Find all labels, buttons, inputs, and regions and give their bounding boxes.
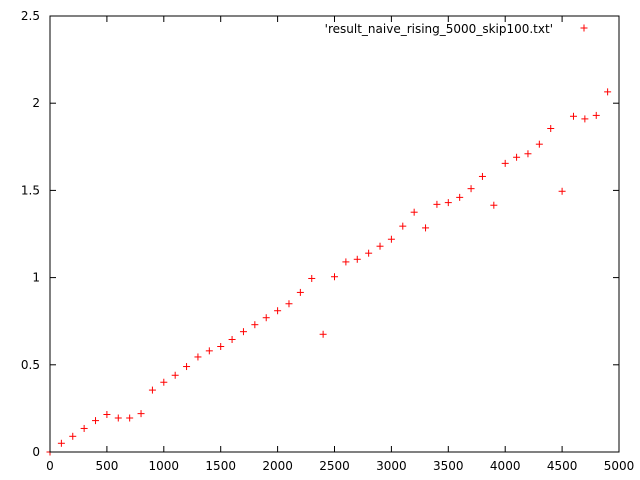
y-tick-label: 2.5 xyxy=(21,9,40,23)
data-point xyxy=(467,185,475,193)
data-point xyxy=(137,410,145,418)
data-point xyxy=(581,115,589,123)
data-point xyxy=(171,371,179,379)
data-point xyxy=(569,112,577,120)
legend-label: 'result_naive_rising_5000_skip100.txt' xyxy=(325,22,553,36)
y-tick-label: 0.5 xyxy=(21,358,40,372)
y-tick-label: 2 xyxy=(32,96,40,110)
data-point xyxy=(433,200,441,208)
data-point xyxy=(148,386,156,394)
data-point xyxy=(444,199,452,207)
data-point xyxy=(308,274,316,282)
data-point xyxy=(376,242,384,250)
data-point xyxy=(490,201,498,209)
legend: 'result_naive_rising_5000_skip100.txt' xyxy=(325,22,588,36)
data-point xyxy=(228,336,236,344)
data-point xyxy=(604,88,612,96)
data-point xyxy=(535,140,543,148)
x-tick-label: 1500 xyxy=(205,459,236,473)
data-point xyxy=(194,353,202,361)
y-tick-label: 0 xyxy=(32,445,40,459)
x-tick-label: 2500 xyxy=(319,459,350,473)
data-point xyxy=(160,378,168,386)
data-point xyxy=(274,307,282,315)
legend-plus-marker xyxy=(580,24,588,32)
data-point xyxy=(126,414,134,422)
data-point xyxy=(183,363,191,371)
data-point xyxy=(353,255,361,263)
data-point xyxy=(342,258,350,266)
data-point xyxy=(114,414,122,422)
data-point xyxy=(285,300,293,308)
x-tick-label: 3500 xyxy=(433,459,464,473)
data-point xyxy=(239,328,247,336)
x-tick-label: 5000 xyxy=(604,459,635,473)
data-point xyxy=(296,288,304,296)
data-point xyxy=(422,224,430,232)
data-point xyxy=(387,235,395,243)
data-point xyxy=(205,347,213,355)
data-point xyxy=(365,249,373,257)
axis-ticks: 0 500 1000 1500 2000 2500 3000 3500 4000 4500 5000… xyxy=(21,9,634,473)
data-point xyxy=(478,172,486,180)
data-point xyxy=(217,342,225,350)
data-point xyxy=(251,321,259,329)
data-point xyxy=(69,432,77,440)
x-tick-label: 3000 xyxy=(376,459,407,473)
data-point xyxy=(501,159,509,167)
x-tick-label: 1000 xyxy=(149,459,180,473)
data-points xyxy=(46,88,612,456)
x-tick-label: 4500 xyxy=(547,459,578,473)
data-point xyxy=(592,111,600,119)
y-tick-label: 1 xyxy=(32,271,40,285)
legend-marker xyxy=(580,24,588,32)
data-point xyxy=(456,193,464,201)
data-point xyxy=(319,330,327,338)
x-tick-label: 2000 xyxy=(262,459,293,473)
data-point xyxy=(410,208,418,216)
data-point xyxy=(513,153,521,161)
x-tick-label: 4000 xyxy=(490,459,521,473)
data-point xyxy=(80,424,88,432)
data-point xyxy=(57,439,65,447)
x-tick-label: 500 xyxy=(95,459,118,473)
data-point xyxy=(103,411,111,419)
data-point xyxy=(399,222,407,230)
x-tick-label: 0 xyxy=(46,459,54,473)
data-point xyxy=(331,273,338,281)
data-point xyxy=(92,417,100,425)
data-point xyxy=(547,124,555,132)
plot-frame xyxy=(49,15,620,453)
data-point xyxy=(262,314,270,322)
data-point xyxy=(524,150,532,158)
data-point xyxy=(558,187,566,195)
y-tick-label: 1.5 xyxy=(21,183,40,197)
